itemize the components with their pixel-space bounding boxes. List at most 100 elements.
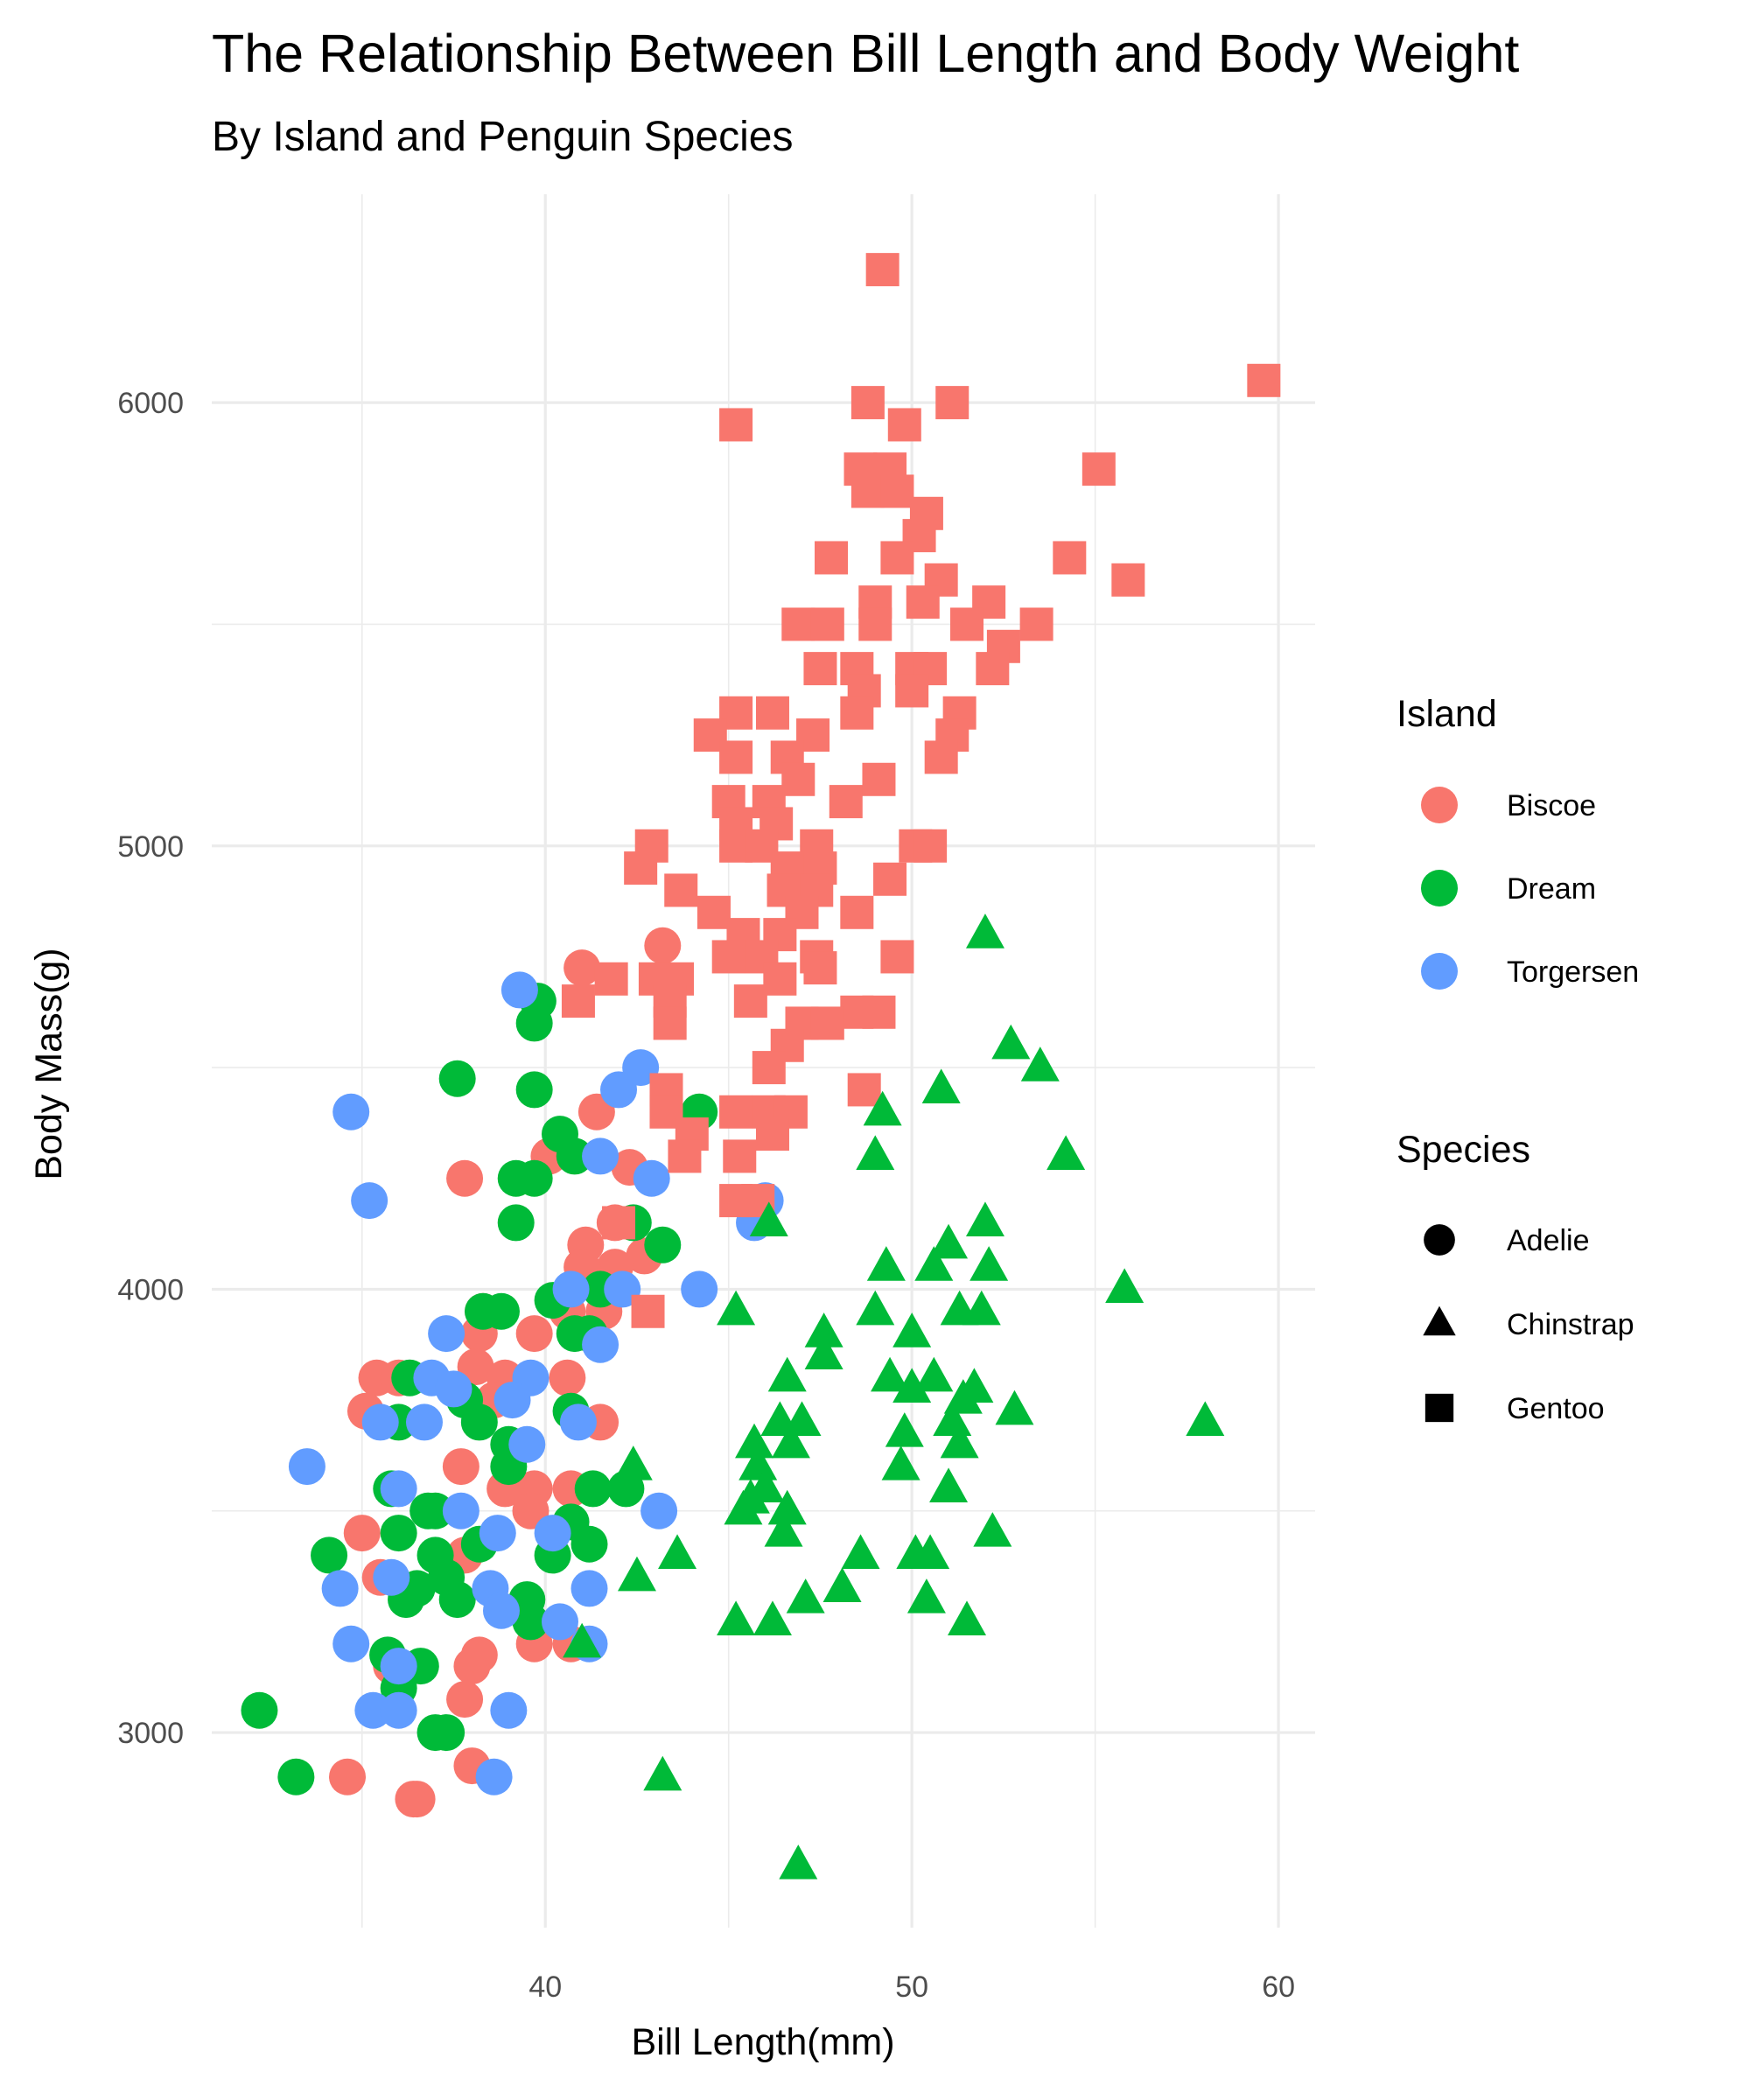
point-torgersen-adelie (508, 1425, 546, 1463)
point-dream-chinstrap (871, 1356, 910, 1392)
point-torgersen-adelie (380, 1470, 417, 1508)
point-dream-adelie (515, 1004, 553, 1042)
point-biscoe-gentoo (906, 585, 940, 620)
point-biscoe-gentoo (880, 541, 914, 575)
point-dream-chinstrap (940, 1423, 979, 1459)
point-biscoe-gentoo (1247, 363, 1281, 397)
point-dream-adelie (428, 1714, 466, 1752)
point-torgersen-adelie (559, 1404, 597, 1441)
point-biscoe-adelie (446, 1681, 484, 1718)
point-torgersen-adelie (405, 1404, 443, 1441)
point-biscoe-gentoo (561, 984, 595, 1018)
legend-title-species: Species (1396, 1129, 1530, 1171)
legend-key-gentoo (1424, 1393, 1454, 1423)
point-dream-chinstrap (914, 1246, 954, 1281)
point-torgersen-adelie (482, 1592, 520, 1629)
point-dream-chinstrap (764, 1512, 803, 1547)
point-dream-chinstrap (1186, 1401, 1225, 1437)
point-torgersen-adelie (321, 1570, 359, 1607)
point-torgersen-adelie (600, 1071, 638, 1109)
point-dream-chinstrap (965, 1201, 1004, 1237)
point-biscoe-gentoo (624, 851, 658, 886)
point-torgersen-adelie (288, 1448, 326, 1486)
point-torgersen-adelie (354, 1691, 392, 1729)
point-dream-chinstrap (617, 1556, 656, 1592)
point-dream-chinstrap (841, 1534, 880, 1570)
point-dream-adelie (277, 1758, 315, 1796)
point-dream-chinstrap (738, 1446, 778, 1480)
point-biscoe-gentoo (815, 541, 849, 575)
point-biscoe-gentoo (631, 1294, 665, 1328)
point-biscoe-gentoo (858, 607, 892, 641)
point-dream-adelie (438, 1581, 476, 1619)
point-biscoe-gentoo (935, 386, 970, 420)
tick-labels: 40 50 60 3000 4000 5000 6000 (117, 387, 1295, 2004)
point-dream-chinstrap (856, 1135, 895, 1171)
point-dream-chinstrap (948, 1600, 987, 1636)
point-biscoe-gentoo (810, 1006, 844, 1040)
point-dream-chinstrap (962, 1290, 1001, 1326)
point-biscoe-gentoo (865, 253, 900, 287)
legend-label-chinstrap: Chinstrap (1507, 1308, 1634, 1341)
legend-label-adelie: Adelie (1507, 1224, 1590, 1257)
point-dream-chinstrap (752, 1600, 792, 1636)
point-dream-chinstrap (717, 1600, 756, 1636)
point-dream-chinstrap (717, 1290, 756, 1326)
point-dream-chinstrap (563, 1622, 602, 1658)
point-dream-adelie (497, 1204, 535, 1242)
point-torgersen-adelie (552, 1270, 590, 1308)
point-torgersen-adelie (475, 1758, 513, 1796)
legend-label-dream: Dream (1507, 872, 1596, 906)
point-torgersen-adelie (681, 1270, 718, 1308)
point-biscoe-gentoo (829, 785, 863, 819)
point-dream-chinstrap (991, 1024, 1031, 1060)
point-torgersen-adelie (640, 1492, 678, 1530)
point-biscoe-gentoo (653, 1006, 687, 1040)
point-dream-chinstrap (892, 1368, 932, 1404)
point-dream-chinstrap (779, 1844, 818, 1880)
grid (212, 194, 1315, 1928)
x-tick-label: 60 (1262, 1970, 1295, 2004)
x-tick-label: 40 (528, 1970, 562, 2004)
point-biscoe-adelie (442, 1448, 480, 1486)
point-dream-chinstrap (804, 1312, 844, 1348)
y-tick-label: 4000 (117, 1273, 184, 1306)
point-dream-adelie (241, 1691, 278, 1729)
point-dream-adelie (380, 1515, 417, 1552)
point-dream-chinstrap (735, 1423, 774, 1459)
point-biscoe-gentoo (733, 984, 767, 1018)
point-biscoe-adelie (460, 1636, 498, 1674)
point-biscoe-adelie (395, 1781, 432, 1818)
point-dream-adelie (311, 1536, 348, 1574)
point-biscoe-gentoo (1082, 452, 1116, 486)
legend-title-island: Island (1396, 693, 1497, 735)
point-biscoe-gentoo (887, 408, 921, 442)
point-biscoe-gentoo (1019, 607, 1054, 641)
point-torgersen-adelie (332, 1625, 370, 1662)
point-dream-adelie (644, 1226, 682, 1264)
point-biscoe-adelie (549, 1359, 586, 1396)
legend-label-torgersen: Torgersen (1507, 956, 1639, 989)
point-dream-chinstrap (892, 1312, 932, 1348)
point-biscoe-gentoo (711, 940, 746, 974)
point-torgersen-adelie (380, 1648, 417, 1685)
chart-subtitle: By Island and Penguin Species (212, 114, 793, 160)
point-dream-chinstrap (929, 1467, 969, 1503)
point-dream-chinstrap (965, 914, 1004, 948)
point-biscoe-gentoo (873, 862, 907, 896)
legend-key-torgersen (1421, 953, 1458, 990)
x-tick-label: 50 (895, 1970, 928, 2004)
point-biscoe-gentoo (1053, 541, 1087, 575)
legend-key-biscoe (1421, 787, 1458, 823)
point-torgersen-adelie (570, 1570, 608, 1607)
point-dream-chinstrap (1020, 1046, 1060, 1082)
point-biscoe-adelie (564, 949, 601, 987)
point-dream-chinstrap (921, 1068, 961, 1104)
point-biscoe-gentoo (755, 1117, 789, 1152)
point-torgersen-adelie (428, 1315, 466, 1353)
point-dream-chinstrap (881, 1446, 920, 1480)
point-biscoe-gentoo (763, 962, 797, 996)
point-dream-chinstrap (970, 1246, 1009, 1281)
point-dream-chinstrap (906, 1578, 946, 1614)
